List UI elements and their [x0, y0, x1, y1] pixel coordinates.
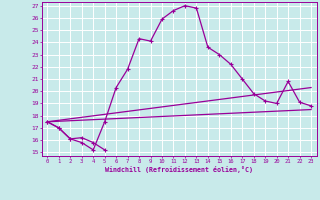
X-axis label: Windchill (Refroidissement éolien,°C): Windchill (Refroidissement éolien,°C)	[105, 166, 253, 173]
